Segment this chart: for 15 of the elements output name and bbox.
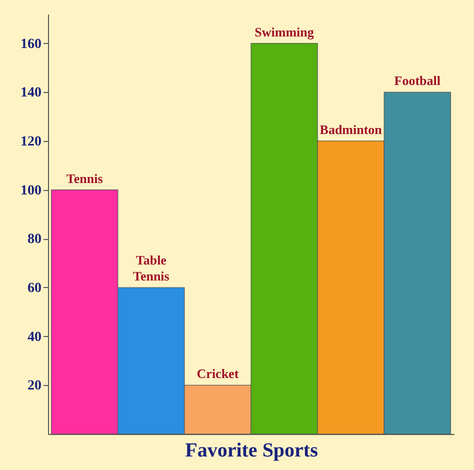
y-tick-label: 80 bbox=[28, 232, 42, 248]
x-axis-title: Favorite Sports bbox=[185, 440, 318, 462]
y-tick-label: 60 bbox=[28, 280, 42, 296]
x-tick-label: Cricket bbox=[196, 366, 240, 382]
x-tick-label: Swimming bbox=[254, 24, 314, 40]
y-tick-label: 100 bbox=[20, 183, 42, 198]
y-tick-label: 120 bbox=[20, 134, 42, 150]
x-tick-label: Badminton bbox=[320, 122, 383, 137]
y-tick-label: 140 bbox=[20, 86, 42, 101]
y-tick-label: 20 bbox=[28, 378, 42, 394]
y-tick-label: 160 bbox=[20, 36, 42, 52]
y-tick-label: 40 bbox=[28, 330, 42, 345]
x-tick-label: Tennis bbox=[66, 170, 103, 186]
category-label: Table Tennis bbox=[132, 252, 170, 284]
x-tick-label: Football bbox=[394, 73, 441, 88]
